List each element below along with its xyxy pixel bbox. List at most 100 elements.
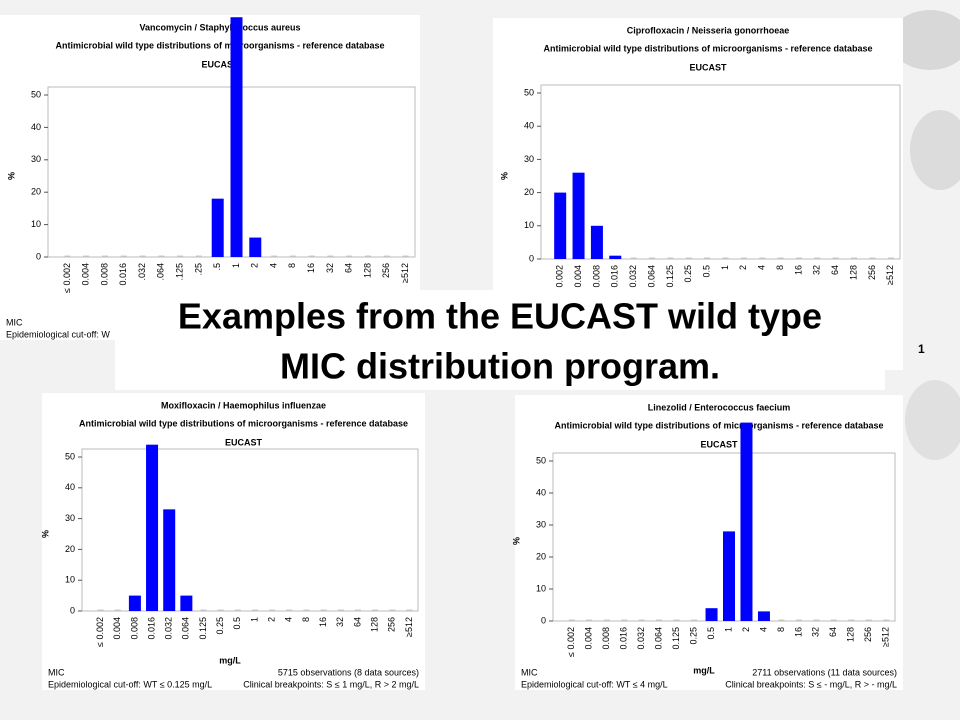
x-tick-label: 0.064: [181, 617, 191, 640]
x-tick-label: 4: [284, 617, 294, 622]
footer-left: MIC: [6, 317, 23, 327]
x-tick-label: 0.125: [665, 265, 675, 288]
bar: [146, 444, 159, 611]
x-tick-label: .032: [137, 263, 147, 281]
x-tick-label: 32: [325, 263, 335, 273]
panel-bg: [515, 395, 903, 690]
x-tick-label: 0.5: [706, 627, 716, 640]
y-tick-label: 10: [536, 583, 546, 593]
y-tick-label: 0: [70, 605, 75, 615]
x-tick-label: 1: [720, 265, 730, 270]
x-tick-label: 128: [848, 265, 858, 280]
x-tick-label: 0.064: [646, 265, 656, 288]
footer-left: MIC: [48, 667, 65, 677]
x-tick-label: 0.008: [601, 627, 611, 650]
x-tick-label: ≥512: [400, 263, 410, 283]
x-tick-label: 64: [830, 265, 840, 275]
plot-frame: [81, 448, 419, 612]
footer-right: 2711 observations (11 data sources): [752, 667, 897, 677]
x-tick-label: ≥512: [881, 627, 891, 647]
y-tick-label: 20: [524, 187, 534, 197]
chart-subtitle: Antimicrobial wild type distributions of…: [79, 418, 408, 428]
x-tick-label: 0.25: [688, 627, 698, 645]
y-tick-label: 40: [536, 487, 546, 497]
y-tick-label: 10: [65, 575, 75, 585]
x-tick-label: 16: [306, 263, 316, 273]
bar: [740, 422, 753, 621]
x-tick-label: 0.032: [636, 627, 646, 650]
x-tick-label: 0.032: [164, 617, 174, 640]
y-tick-label: 10: [524, 220, 534, 230]
x-tick-label: 0.004: [584, 627, 594, 650]
y-tick-label: 40: [524, 121, 534, 131]
x-tick-label: 0.008: [129, 617, 139, 640]
x-tick-label: 128: [846, 627, 856, 642]
x-tick-label: 256: [863, 627, 873, 642]
y-tick-label: 20: [65, 544, 75, 554]
x-tick-label: 4: [268, 263, 278, 268]
x-tick-label: 64: [828, 627, 838, 637]
x-tick-label: 2: [738, 265, 748, 270]
x-tick-label: 0.008: [591, 265, 601, 288]
x-tick-label: 0.25: [215, 617, 225, 635]
x-tick-label: 0.5: [702, 265, 712, 278]
bar: [590, 225, 603, 259]
x-tick-label: 0.016: [118, 263, 128, 286]
chart-subtitle: Antimicrobial wild type distributions of…: [554, 420, 883, 430]
y-tick-label: 20: [536, 551, 546, 561]
bar: [163, 509, 176, 611]
x-tick-label: 1: [249, 617, 259, 622]
x-tick-label: 8: [287, 263, 297, 268]
x-tick-label: 4: [758, 627, 768, 632]
y-tick-label: 40: [31, 122, 41, 132]
chart-subtitle: Antimicrobial wild type distributions of…: [55, 40, 384, 50]
x-tick-label: 0.016: [619, 627, 629, 650]
y-tick-label: 50: [536, 455, 546, 465]
chart-panel: Vancomycin / Staphylococcus aureus Antimi…: [0, 15, 420, 340]
chart-panel: Moxifloxacin / Haemophilus influenzae Ant…: [40, 393, 425, 690]
footer-left: Epidemiological cut-off: WT ≤ 0.125 mg/L: [48, 679, 212, 689]
bar: [230, 17, 243, 257]
footer-right: 5715 observations (8 data sources): [278, 667, 419, 677]
y-tick-label: 0: [36, 251, 41, 261]
x-tick-label: 32: [335, 617, 345, 627]
footer-left: Epidemiological cut-off: W: [6, 329, 110, 339]
y-axis-label: %: [511, 537, 521, 545]
bar: [723, 531, 735, 621]
x-tick-label: ≤ 0.002: [95, 617, 105, 647]
x-tick-label: 128: [362, 263, 372, 278]
footer-left: Epidemiological cut-off: WT ≤ 4 mg/L: [521, 679, 668, 689]
bar: [249, 237, 262, 257]
x-tick-label: 0.25: [683, 265, 693, 283]
bar: [211, 198, 224, 257]
x-tick-label: 16: [318, 617, 328, 627]
chart-panel: Linezolid / Enterococcus faecium Antimicr…: [511, 395, 903, 690]
x-tick-label: 64: [352, 617, 362, 627]
x-tick-label: 2: [741, 627, 751, 632]
y-tick-label: 50: [524, 87, 534, 97]
x-tick-label: 0.004: [81, 263, 91, 286]
x-tick-label: ≥512: [404, 617, 414, 637]
bar: [705, 608, 718, 621]
slide-number: 1: [918, 342, 925, 356]
chart-subtitle: EUCAST: [700, 439, 738, 449]
plot-frame: [540, 84, 901, 260]
chart-title: Linezolid / Enterococcus faecium: [648, 402, 791, 412]
x-tick-label: 256: [381, 263, 391, 278]
bar: [554, 192, 567, 259]
x-tick-label: 1: [231, 263, 241, 268]
decor: [910, 110, 960, 190]
y-tick-label: 0: [541, 615, 546, 625]
footer-right: Clinical breakpoints: S ≤ 1 mg/L, R > 2 …: [243, 679, 419, 689]
x-tick-label: 8: [775, 265, 785, 270]
x-tick-label: .125: [175, 263, 185, 281]
bar: [572, 172, 585, 259]
x-tick-label: 2: [250, 263, 260, 268]
x-tick-label: 8: [776, 627, 786, 632]
x-tick-label: 0.004: [573, 265, 583, 288]
x-tick-label: .064: [156, 263, 166, 281]
decor: [890, 10, 960, 70]
y-tick-label: 30: [31, 154, 41, 164]
y-tick-label: 30: [65, 513, 75, 523]
bar: [128, 595, 141, 611]
